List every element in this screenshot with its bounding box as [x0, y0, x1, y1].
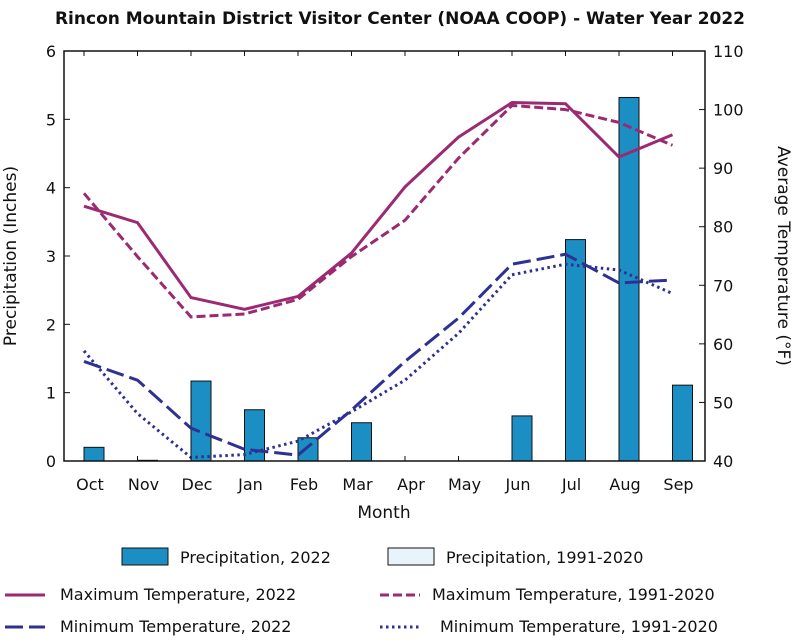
legend-label: Minimum Temperature, 2022	[60, 617, 291, 636]
chart-title: Rincon Mountain District Visitor Center …	[55, 9, 745, 29]
y-tick-label: 5	[46, 110, 56, 129]
x-tick-label: Nov	[128, 475, 159, 494]
precip-2022-bar	[672, 384, 693, 462]
x-axis-label: Month	[357, 503, 410, 523]
y2-tick-label: 60	[713, 335, 733, 354]
legend-label: Maximum Temperature, 2022	[60, 585, 296, 604]
x-tick-label: Aug	[609, 475, 640, 494]
precip-2022-bar	[511, 415, 533, 462]
y2-tick-label: 40	[713, 452, 733, 471]
legend-label: Precipitation, 1991-2020	[446, 548, 643, 567]
x-tick-label: Jun	[505, 475, 531, 494]
y2-tick-label: 50	[713, 393, 733, 412]
line-maximum-temperature-1991-2020	[82, 103, 674, 319]
x-tick-label: Feb	[290, 475, 318, 494]
y-tick-label: 4	[46, 179, 56, 198]
legend-label: Precipitation, 2022	[180, 548, 331, 567]
line-minimum-temperature-1991-2020	[82, 262, 674, 460]
x-tick-label: Jan	[237, 475, 263, 494]
precip-2022-bar	[351, 422, 372, 462]
legend-label: Minimum Temperature, 1991-2020	[440, 617, 718, 636]
precip-2022-bar	[565, 239, 586, 462]
x-tick-label: May	[448, 475, 481, 494]
y-tick-label: 0	[46, 452, 56, 471]
x-tick-label: Oct	[76, 475, 104, 494]
y2-axis-label: Average Temperature (°F)	[773, 146, 793, 366]
y-tick-label: 3	[46, 247, 56, 266]
y2-tick-label: 90	[713, 159, 733, 178]
precip-2022-bar	[244, 409, 265, 462]
y2-tick-label: 70	[713, 276, 733, 295]
y2-tick-label: 100	[713, 101, 744, 120]
y-tick-label: 2	[46, 315, 56, 334]
y-tick-label: 1	[46, 384, 56, 403]
y-axis-label: Precipitation (Inches)	[1, 166, 21, 346]
legend-label: Maximum Temperature, 1991-2020	[432, 585, 715, 604]
y2-tick-label: 110	[713, 42, 744, 61]
x-tick-label: Apr	[397, 475, 425, 494]
x-tick-label: Sep	[663, 475, 693, 494]
x-tick-label: Dec	[182, 475, 213, 494]
precip-2022-bar	[190, 380, 212, 462]
legend-swatch-precip-normal	[387, 547, 435, 566]
legend-swatch-precip-2022	[121, 547, 169, 566]
x-tick-label: Mar	[342, 475, 373, 494]
line-minimum-temperature-2022	[83, 252, 673, 457]
y-tick-label: 6	[46, 42, 56, 61]
precip-2022-bar	[297, 437, 319, 462]
precip-2022-bar	[83, 446, 105, 462]
y2-tick-label: 80	[713, 218, 733, 237]
x-tick-label: Jul	[561, 475, 581, 494]
